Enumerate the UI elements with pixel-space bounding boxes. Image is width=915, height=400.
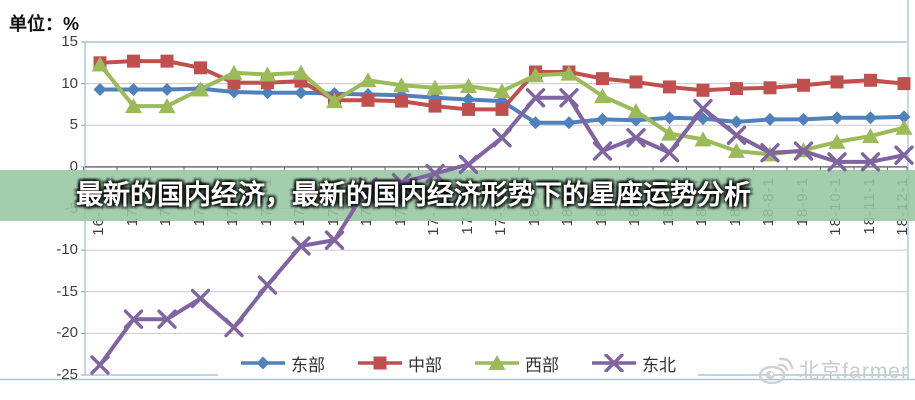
square-marker	[495, 102, 509, 116]
legend-marker-art	[358, 356, 402, 370]
diamond-marker	[294, 86, 308, 100]
diamond-marker	[830, 111, 844, 125]
square-marker	[696, 83, 710, 97]
square-marker	[629, 75, 643, 89]
diamond-marker	[696, 112, 710, 126]
triangle-marker	[426, 79, 444, 95]
legend-item-west: 西部	[474, 351, 559, 376]
triangle-marker	[359, 72, 377, 88]
legend-marker-art	[475, 355, 519, 370]
triangle-marker	[393, 77, 410, 93]
square-marker	[663, 80, 676, 94]
square-marker	[395, 94, 408, 108]
weibo-icon	[759, 357, 794, 384]
legend-label-central: 中部	[408, 355, 442, 375]
y-tick-label: 5	[69, 116, 78, 134]
diamond-marker	[663, 111, 676, 125]
square-marker	[864, 73, 877, 87]
square-marker	[428, 99, 442, 113]
square-marker	[160, 54, 174, 68]
diamond-marker	[160, 82, 174, 96]
y-tick-label: 10	[61, 74, 78, 92]
triangle-marker	[527, 67, 544, 83]
y-tick-label: 15	[61, 33, 78, 50]
square-marker	[194, 61, 207, 75]
legend-marker-central	[358, 356, 402, 370]
y-tick-label: -15	[56, 282, 78, 300]
legend-item-central: 中部	[357, 351, 442, 376]
diamond-marker	[127, 82, 140, 96]
y-tick-label: -10	[56, 241, 78, 259]
y-tick-label: 0	[69, 157, 78, 175]
y-tick-label: -25	[56, 366, 78, 383]
watermark-text: 北京farmer	[798, 360, 909, 383]
unit-label: 单位：%	[9, 14, 80, 34]
triangle-marker	[259, 66, 276, 82]
square-marker	[127, 54, 140, 68]
legend-marker-art	[241, 356, 285, 370]
diamond-marker	[596, 112, 609, 126]
square-marker	[730, 82, 743, 96]
legend-item-northeast: 东北	[591, 351, 676, 376]
triangle-marker	[91, 56, 109, 72]
legend-marker-east	[241, 356, 285, 370]
square-marker	[897, 77, 911, 91]
legend-label-east: 东部	[291, 355, 325, 375]
legend-marker-west	[475, 355, 519, 370]
triangle-marker	[192, 81, 209, 97]
square-marker	[361, 93, 375, 107]
chart-legend: 东部 中部 西部 东北	[218, 349, 698, 377]
triangle-marker	[292, 64, 310, 80]
banner-title: 最新的国内经济，最新的国内经济形势下的星座运势分析	[76, 180, 751, 210]
diamond-marker	[256, 356, 270, 370]
square-marker	[373, 356, 387, 370]
diamond-marker	[797, 112, 810, 126]
legend-label-west: 西部	[525, 355, 559, 375]
triangle-marker	[225, 64, 243, 80]
y-tick-label: -20	[56, 324, 78, 342]
watermark: 北京farmer	[759, 355, 909, 385]
legend-label-northeast: 东北	[642, 355, 676, 375]
square-marker	[797, 78, 810, 92]
triangle-marker	[460, 78, 477, 94]
diamond-marker	[730, 115, 743, 129]
legend-item-east: 东部	[240, 351, 325, 376]
square-marker	[596, 72, 609, 86]
triangle-marker	[493, 83, 511, 99]
square-marker	[462, 102, 475, 116]
square-marker	[763, 81, 777, 95]
diamond-marker	[562, 116, 576, 130]
triangle-marker	[560, 65, 578, 81]
legend-marker-northeast	[592, 354, 636, 372]
legend-marker-art	[592, 354, 636, 372]
diamond-marker	[763, 112, 777, 126]
diamond-marker	[864, 111, 877, 125]
diamond-marker	[93, 82, 107, 96]
square-marker	[830, 75, 844, 89]
